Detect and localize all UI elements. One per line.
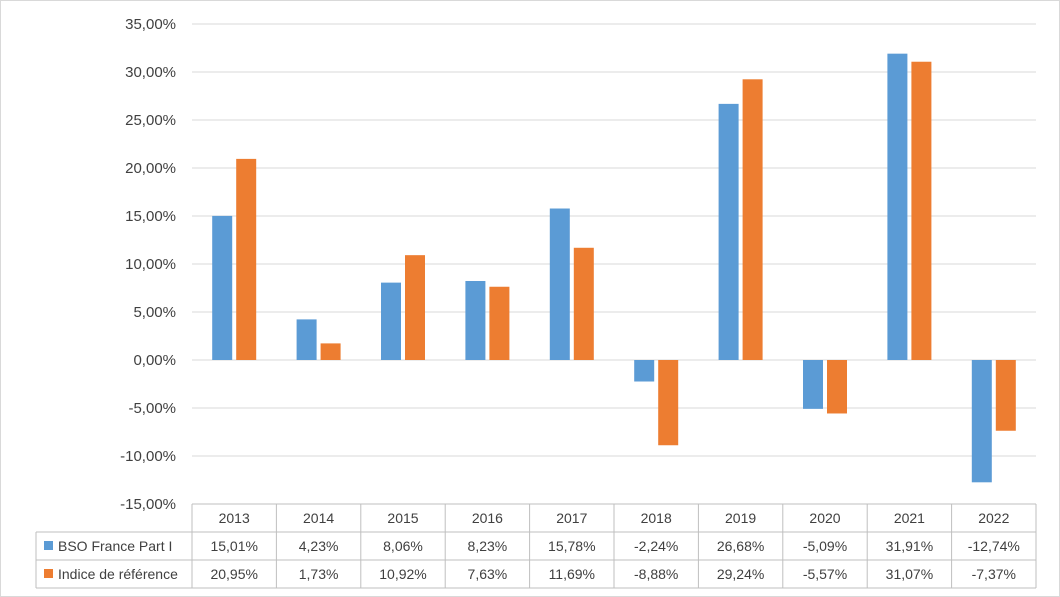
data-label: 10,92% [379,566,426,582]
data-label: 4,23% [299,538,339,554]
y-tick-label: 30,00% [125,64,176,81]
y-tick-label: 10,00% [125,256,176,273]
data-label: -5,09% [803,538,847,554]
data-label: -12,74% [968,538,1020,554]
legend-swatch [44,569,53,578]
data-label: 15,78% [548,538,595,554]
bar-series-1 [212,215,233,360]
data-label: -8,88% [634,566,678,582]
legend-label: BSO France Part I [58,538,172,554]
legend-label: Indice de référence [58,566,178,582]
bar-series-2 [489,286,510,360]
x-tick-label: 2019 [725,510,756,526]
data-label: 31,91% [886,538,933,554]
bar-series-2 [320,343,341,360]
y-tick-label: 20,00% [125,160,176,177]
x-tick-label: 2021 [894,510,925,526]
data-table: 2013 2014 2015 2016 2017 2018 2019 2020 2021 2022… [35,503,1037,589]
bar-series-1 [718,103,739,360]
bars [212,53,1016,483]
data-label: 29,24% [717,566,764,582]
bar-series-1 [803,360,823,409]
x-tick-label: 2022 [978,510,1009,526]
gridlines [192,23,1036,505]
y-tick-label: -10,00% [120,448,176,465]
data-label: 15,01% [210,538,257,554]
data-label: 8,06% [383,538,423,554]
x-tick-label: 2013 [219,510,250,526]
bar-series-2 [995,360,1016,431]
data-label: -7,37% [972,566,1016,582]
y-tick-label: 5,00% [133,304,176,321]
y-tick-label: 15,00% [125,208,176,225]
y-tick-label: 25,00% [125,112,176,129]
y-tick-label: 0,00% [133,352,176,369]
x-tick-label: 2020 [809,510,840,526]
data-label: -5,57% [803,566,847,582]
data-label: 7,63% [468,566,508,582]
x-tick-label: 2016 [472,510,503,526]
x-tick-label: 2015 [387,510,418,526]
y-tick-label: 35,00% [125,16,176,33]
data-label: 26,68% [717,538,764,554]
data-label: 20,95% [210,566,257,582]
y-tick-label: -15,00% [120,496,176,513]
x-tick-label: 2017 [556,510,587,526]
legend-swatch [44,541,53,550]
bar-series-2 [911,61,932,361]
bar-series-1 [549,208,570,360]
y-tick-label: -5,00% [128,400,176,417]
bar-series-2 [405,255,425,360]
bar-series-2 [742,79,763,361]
y-axis: 35,00% 30,00% 25,00% 20,00% 15,00% 10,00% 5,00… [120,16,176,513]
x-tick-label: 2018 [641,510,672,526]
bar-series-1 [296,319,317,360]
bar-series-1 [887,53,908,360]
data-label: 8,23% [468,538,508,554]
data-label: -2,24% [634,538,678,554]
bar-series-1 [465,280,486,360]
data-label: 11,69% [549,566,595,582]
bar-series-1 [381,282,401,360]
data-label: 31,07% [886,566,933,582]
data-label: 1,73% [299,566,339,582]
bar-series-2 [658,360,679,446]
bar-series-2 [827,360,847,414]
bar-series-1 [971,360,992,483]
bar-series-1 [634,360,655,382]
bar-series-2 [573,247,594,360]
bar-series-2 [236,158,257,360]
x-tick-label: 2014 [303,510,334,526]
